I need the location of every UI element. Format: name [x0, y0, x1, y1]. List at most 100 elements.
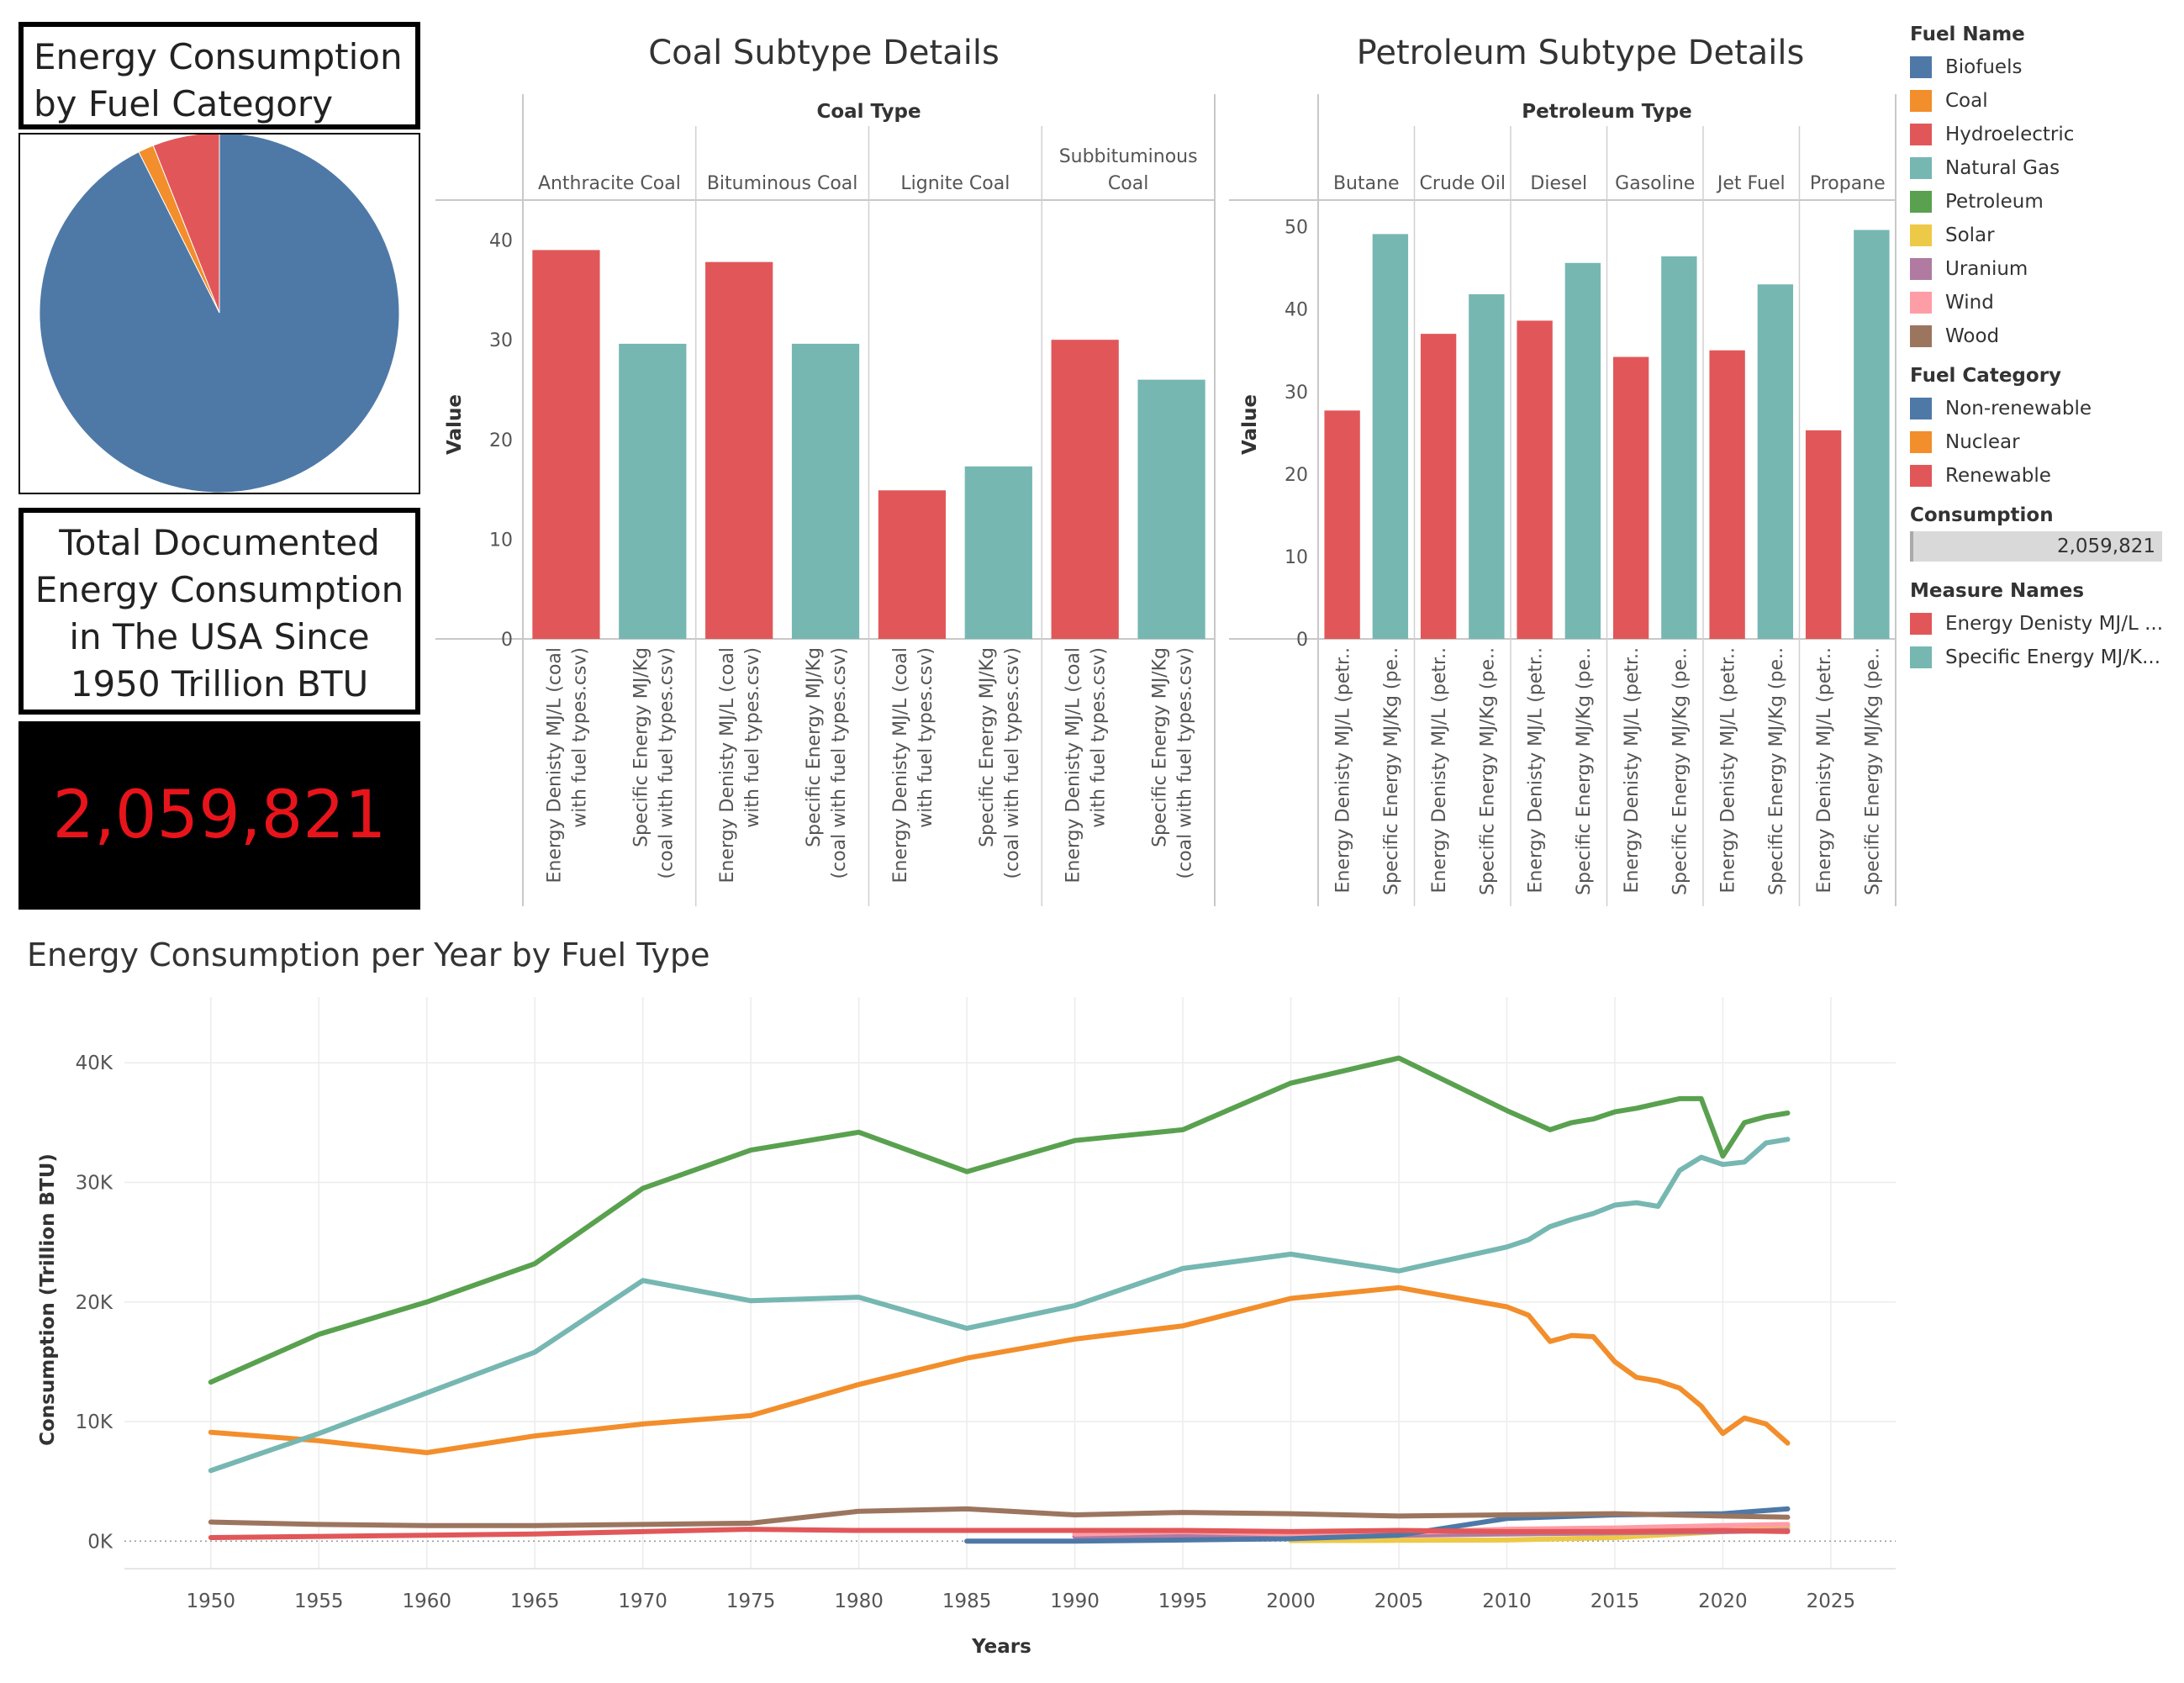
x-tick-label: 2015	[1591, 1591, 1640, 1612]
measure-label: Specific Energy MJ/Kg (pe..	[1862, 647, 1883, 895]
measure-label: Specific Energy MJ/Kg (pe..	[1477, 647, 1498, 895]
line-series-hydroelectric	[208, 1527, 1791, 1540]
measure-label: Specific Energy MJ/Kg	[804, 647, 825, 847]
measure-label: Specific Energy MJ/Kg (pe..	[1670, 647, 1691, 895]
legend-label: Hydroelectric	[1945, 124, 2075, 145]
legend-label: Specific Energy MJ/K...	[1945, 646, 2161, 668]
legend-item-hydroelectric[interactable]: Hydroelectric	[1910, 118, 2171, 151]
legend-swatch	[1910, 613, 1932, 635]
bar-subbituminous-coal-energy-density	[1051, 340, 1119, 639]
y-tick-label: 20K	[76, 1292, 113, 1314]
group-label-propane: Propane	[1810, 173, 1886, 194]
bar-propane-energy-density	[1805, 430, 1842, 639]
legend-swatch	[1910, 431, 1932, 453]
x-tick-label: 1985	[942, 1591, 992, 1612]
bar-lignite-coal-energy-density	[878, 490, 947, 639]
measure-label: Energy Denisty MJ/L (coal	[544, 647, 565, 884]
bar-gasoline-energy-density	[1612, 356, 1649, 639]
pie-chart-panel	[18, 132, 420, 494]
line-chart-title: Energy Consumption per Year by Fuel Type	[27, 936, 710, 973]
legend-item-coal[interactable]: Coal	[1910, 84, 2171, 118]
legend-item-wind[interactable]: Wind	[1910, 286, 2171, 319]
legend-category-nuclear[interactable]: Nuclear	[1910, 425, 2171, 459]
legend-swatch	[1910, 157, 1932, 179]
x-tick-label: 1995	[1158, 1591, 1208, 1612]
x-tick-label: 1965	[510, 1591, 560, 1612]
x-tick-label: 1970	[618, 1591, 667, 1612]
bar-butane-energy-density	[1324, 410, 1360, 639]
x-tick-label: 1975	[726, 1591, 776, 1612]
legend-item-uranium[interactable]: Uranium	[1910, 252, 2171, 286]
legend-panel: Fuel Name Biofuels Coal Hydroelectric Natur…	[1910, 22, 2171, 674]
y-tick-label: 40	[489, 231, 513, 252]
group-label-anthracite-coal: Anthracite Coal	[538, 173, 681, 194]
legend-label: Energy Denisty MJ/L ...	[1945, 613, 2164, 635]
y-axis-title: Value	[1239, 394, 1261, 455]
coal-chart-title: Coal Subtype Details	[648, 34, 1000, 72]
legend-fuel-name-title: Fuel Name	[1910, 24, 2025, 45]
legend-swatch	[1910, 90, 1932, 112]
y-axis-title: Consumption (Trillion BTU)	[37, 1153, 59, 1446]
bar-anthracite-coal-energy-density	[532, 250, 600, 639]
x-tick-label: 1990	[1050, 1591, 1100, 1612]
measure-label: Energy Denisty MJ/L (petr..	[1814, 647, 1835, 894]
bar-diesel-energy-density	[1517, 320, 1553, 639]
y-tick-label: 0K	[87, 1531, 113, 1553]
x-axis-title: Years	[971, 1636, 1031, 1658]
line-chart: 1950 1955 1960 1965 1970 1975 1980 1985 1990 1995…	[37, 997, 1896, 1658]
group-label-subbituminous-coal: Coal	[1108, 173, 1148, 194]
group-label-lignite-coal: Lignite Coal	[900, 173, 1010, 194]
measure-label: Specific Energy MJ/Kg	[1150, 647, 1171, 847]
legend-measure-names-title: Measure Names	[1910, 580, 2085, 602]
total-panel-title: Total Documented Energy Consumption in T…	[18, 508, 420, 715]
bar-gasoline-specific-energy	[1661, 256, 1697, 639]
y-axis-title: Value	[444, 394, 466, 455]
bar-crude-oil-specific-energy	[1469, 294, 1505, 639]
legend-item-petroleum[interactable]: Petroleum	[1910, 185, 2171, 219]
legend-fuel-categories: Non-renewable Nuclear Renewable	[1910, 392, 2171, 493]
legend-category-non-renewable[interactable]: Non-renewable	[1910, 392, 2171, 425]
group-label-gasoline: Gasoline	[1615, 173, 1695, 194]
y-tick-label: 20	[489, 430, 513, 451]
legend-measure-names: Energy Denisty MJ/L ... Specific Energy M…	[1910, 607, 2171, 674]
measure-label: Energy Denisty MJ/L (coal	[717, 647, 738, 884]
legend-swatch	[1910, 258, 1932, 280]
x-tick-label: 1960	[402, 1591, 451, 1612]
bar-group-header: Petroleum Type	[1522, 101, 1691, 123]
line-series-coal	[208, 1285, 1791, 1455]
measure-label: with fuel types.csv)	[569, 647, 590, 828]
legend-category-renewable[interactable]: Renewable	[1910, 459, 2171, 493]
y-tick-label: 40K	[76, 1053, 113, 1074]
x-tick-label: 2020	[1698, 1591, 1748, 1612]
pie-panel-title: Energy Consumption by Fuel Category	[18, 22, 420, 129]
bar-bituminous-coal-energy-density	[705, 261, 773, 639]
measure-label: Specific Energy MJ/Kg	[630, 647, 652, 847]
measure-label: Energy Denisty MJ/L (petr..	[1526, 647, 1547, 894]
measure-label: with fuel types.csv)	[742, 647, 763, 828]
legend-swatch	[1910, 124, 1932, 145]
legend-fuel-category-title: Fuel Category	[1910, 365, 2062, 387]
y-tick-label: 10	[1285, 547, 1308, 568]
legend-item-solar[interactable]: Solar	[1910, 219, 2171, 252]
legend-label: Solar	[1945, 224, 1995, 246]
legend-label: Petroleum	[1945, 191, 2044, 213]
legend-item-natural-gas[interactable]: Natural Gas	[1910, 151, 2171, 185]
bar-jet-fuel-energy-density	[1709, 350, 1745, 639]
measure-label: (coal with fuel types.csv)	[1002, 647, 1023, 878]
bar-propane-specific-energy	[1854, 230, 1890, 639]
pie-chart	[39, 132, 400, 493]
measure-label: (coal with fuel types.csv)	[829, 647, 850, 878]
measure-label: Specific Energy MJ/Kg	[977, 647, 998, 847]
coal-bar-chart: Coal Type Value 0 10 20 30 40 Anthracite Coal En…	[435, 94, 1216, 906]
legend-label: Biofuels	[1945, 56, 2023, 78]
legend-measure-energy-denisty-mj-l[interactable]: Energy Denisty MJ/L ...	[1910, 607, 2171, 641]
legend-measure-specific-energy-mj-k[interactable]: Specific Energy MJ/K...	[1910, 641, 2171, 674]
line-series-petroleum	[208, 1055, 1791, 1385]
legend-item-biofuels[interactable]: Biofuels	[1910, 50, 2171, 84]
y-tick-label: 0	[501, 630, 513, 651]
legend-item-wood[interactable]: Wood	[1910, 319, 2171, 353]
legend-swatch	[1910, 325, 1932, 347]
y-tick-label: 30K	[76, 1173, 113, 1195]
measure-label: with fuel types.csv)	[915, 647, 936, 828]
bar-subbituminous-coal-specific-energy	[1137, 379, 1205, 639]
